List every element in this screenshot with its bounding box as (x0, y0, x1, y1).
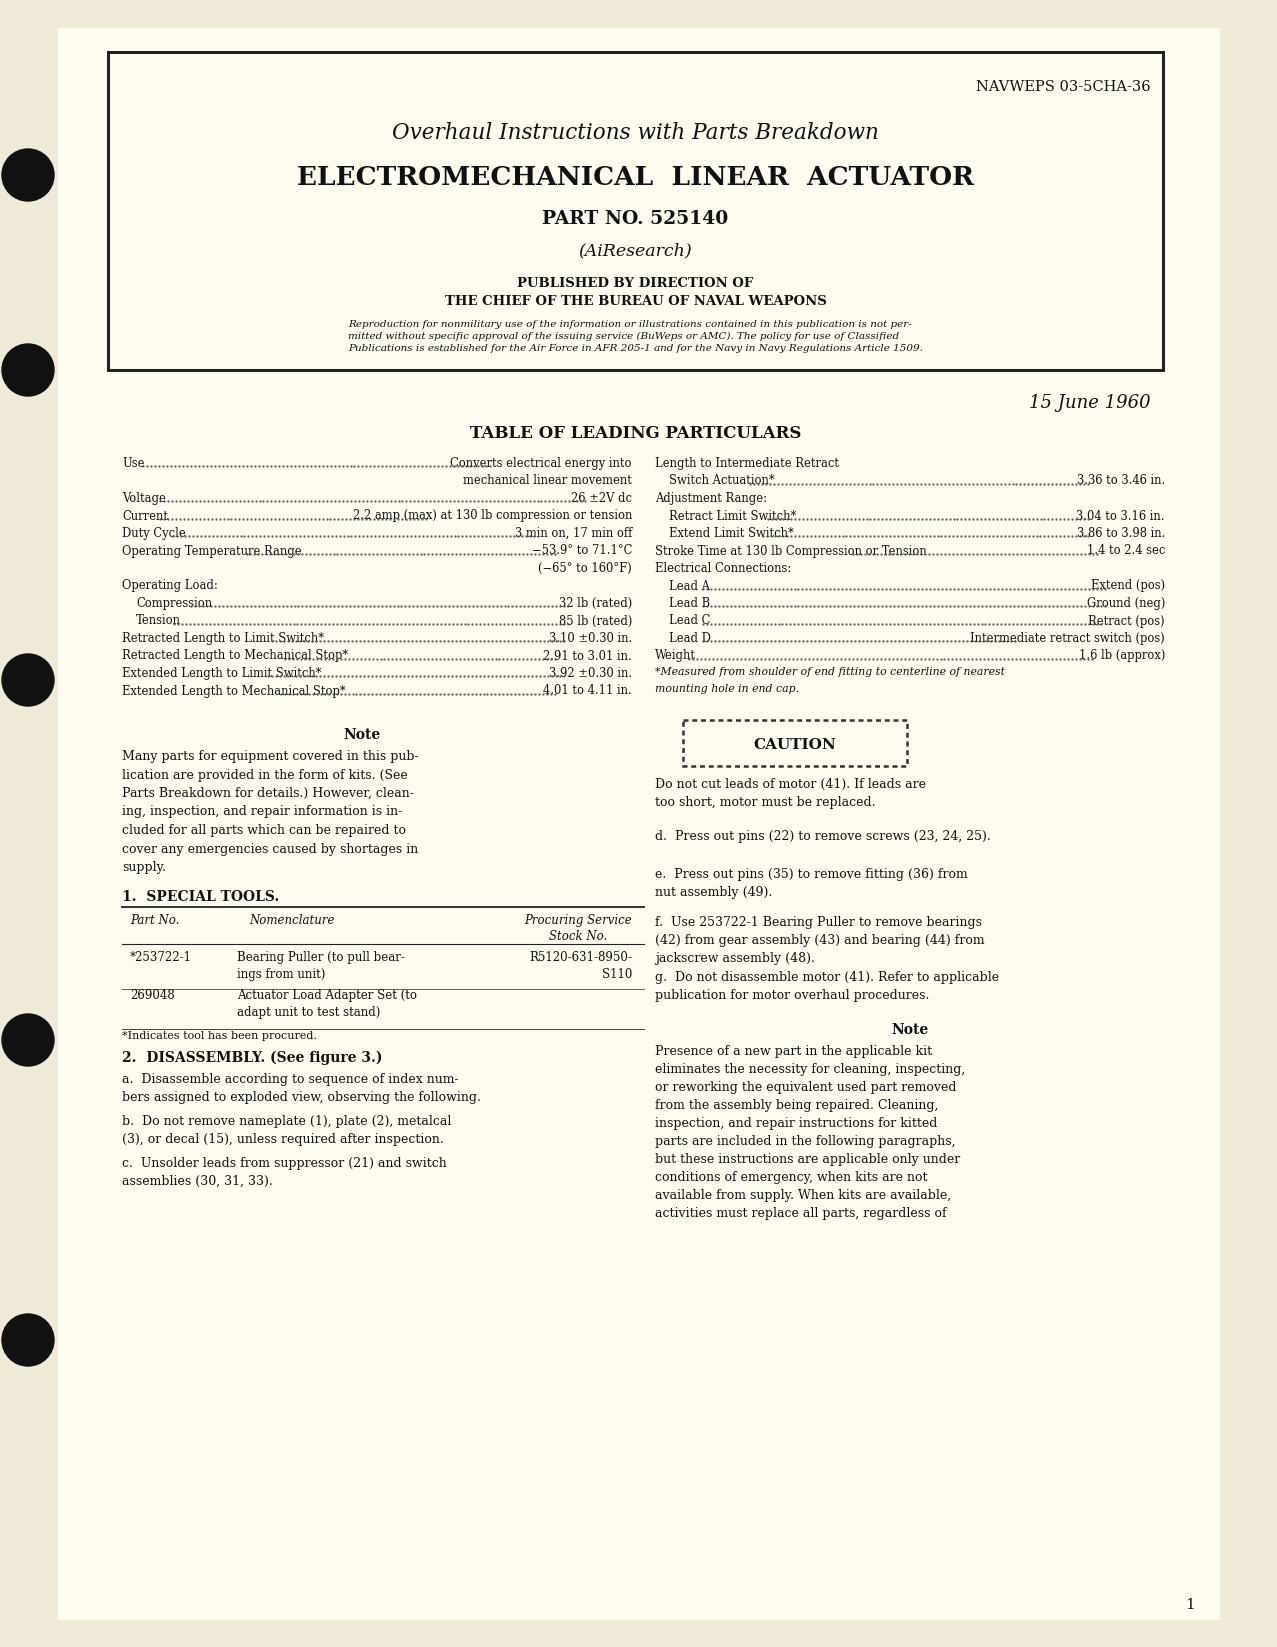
Text: 3.36 to 3.46 in.: 3.36 to 3.46 in. (1077, 474, 1165, 488)
Text: 3 min on, 17 min off: 3 min on, 17 min off (515, 527, 632, 540)
Text: Nomenclature: Nomenclature (249, 914, 335, 927)
Text: TABLE OF LEADING PARTICULARS: TABLE OF LEADING PARTICULARS (470, 425, 801, 441)
Text: Extend Limit Switch*: Extend Limit Switch* (669, 527, 794, 540)
Text: PUBLISHED BY DIRECTION OF: PUBLISHED BY DIRECTION OF (517, 277, 753, 290)
Text: CAUTION: CAUTION (753, 738, 836, 753)
Circle shape (3, 1314, 54, 1365)
Circle shape (3, 654, 54, 707)
Circle shape (3, 1015, 54, 1066)
Text: Operating Temperature Range: Operating Temperature Range (123, 545, 301, 557)
Circle shape (3, 344, 54, 395)
FancyBboxPatch shape (57, 28, 1220, 1621)
Text: mounting hole in end cap.: mounting hole in end cap. (655, 685, 799, 695)
Text: Actuator Load Adapter Set (to
adapt unit to test stand): Actuator Load Adapter Set (to adapt unit… (238, 988, 418, 1019)
Text: Voltage: Voltage (123, 492, 166, 506)
Text: Retracted Length to Mechanical Stop*: Retracted Length to Mechanical Stop* (123, 649, 349, 662)
Text: Lead D: Lead D (669, 632, 711, 646)
Text: Presence of a new part in the applicable kit
eliminates the necessity for cleani: Presence of a new part in the applicable… (655, 1044, 965, 1220)
Text: d.  Press out pins (22) to remove screws (23, 24, 25).: d. Press out pins (22) to remove screws … (655, 830, 991, 843)
Text: Lead B: Lead B (669, 596, 710, 609)
Text: 15 June 1960: 15 June 1960 (1029, 394, 1151, 412)
Text: *Indicates tool has been procured.: *Indicates tool has been procured. (123, 1031, 317, 1041)
Text: c.  Unsolder leads from suppressor (21) and switch
assemblies (30, 31, 33).: c. Unsolder leads from suppressor (21) a… (123, 1156, 447, 1187)
Text: Stroke Time at 130 lb Compression or Tension: Stroke Time at 130 lb Compression or Ten… (655, 545, 927, 557)
Text: *Measured from shoulder of end fitting to centerline of nearest: *Measured from shoulder of end fitting t… (655, 667, 1005, 677)
Text: Switch Actuation*: Switch Actuation* (669, 474, 775, 488)
Text: 1.6 lb (approx): 1.6 lb (approx) (1079, 649, 1165, 662)
Text: Extended Length to Limit Switch*: Extended Length to Limit Switch* (123, 667, 322, 680)
Text: Ground (neg): Ground (neg) (1087, 596, 1165, 609)
Text: Intermediate retract switch (pos): Intermediate retract switch (pos) (971, 632, 1165, 646)
Text: Length to Intermediate Retract: Length to Intermediate Retract (655, 456, 839, 469)
Text: b.  Do not remove nameplate (1), plate (2), metalcal
(3), or decal (15), unless : b. Do not remove nameplate (1), plate (2… (123, 1115, 451, 1146)
Text: Retract Limit Switch*: Retract Limit Switch* (669, 509, 797, 522)
Text: Extended Length to Mechanical Stop*: Extended Length to Mechanical Stop* (123, 685, 346, 697)
Text: 3.04 to 3.16 in.: 3.04 to 3.16 in. (1077, 509, 1165, 522)
Text: *253722-1: *253722-1 (130, 950, 192, 963)
Text: Reproduction for nonmilitary use of the information or illustrations contained i: Reproduction for nonmilitary use of the … (349, 320, 923, 354)
Text: THE CHIEF OF THE BUREAU OF NAVAL WEAPONS: THE CHIEF OF THE BUREAU OF NAVAL WEAPONS (444, 295, 826, 308)
Text: Adjustment Range:: Adjustment Range: (655, 492, 767, 506)
Text: 2.2 amp (max) at 130 lb compression or tension: 2.2 amp (max) at 130 lb compression or t… (352, 509, 632, 522)
Text: a.  Disassemble according to sequence of index num-
bers assigned to exploded vi: a. Disassemble according to sequence of … (123, 1072, 481, 1103)
Text: 3.10 ±0.30 in.: 3.10 ±0.30 in. (549, 632, 632, 646)
Text: 2.91 to 3.01 in.: 2.91 to 3.01 in. (543, 649, 632, 662)
Text: f.  Use 253722-1 Bearing Puller to remove bearings
(42) from gear assembly (43) : f. Use 253722-1 Bearing Puller to remove… (655, 916, 985, 965)
Text: Converts electrical energy into: Converts electrical energy into (451, 456, 632, 469)
Text: 1: 1 (1185, 1598, 1195, 1612)
Text: Lead A: Lead A (669, 580, 710, 593)
Text: 3.92 ±0.30 in.: 3.92 ±0.30 in. (549, 667, 632, 680)
Text: 32 lb (rated): 32 lb (rated) (559, 596, 632, 609)
Circle shape (3, 148, 54, 201)
Text: PART NO. 525140: PART NO. 525140 (543, 211, 729, 227)
Text: 1.  SPECIAL TOOLS.: 1. SPECIAL TOOLS. (123, 889, 280, 904)
Text: R5120-631-8950-
S110: R5120-631-8950- S110 (529, 950, 632, 982)
Text: Retract (pos): Retract (pos) (1088, 614, 1165, 628)
Text: Duty Cycle: Duty Cycle (123, 527, 185, 540)
Text: Overhaul Instructions with Parts Breakdown: Overhaul Instructions with Parts Breakdo… (392, 122, 879, 143)
Text: Procuring Service
Stock No.: Procuring Service Stock No. (525, 914, 632, 944)
Text: (−65° to 160°F): (−65° to 160°F) (538, 562, 632, 575)
Text: Note: Note (891, 1023, 928, 1038)
Text: Tension: Tension (135, 614, 181, 628)
Text: Retracted Length to Limit Switch*: Retracted Length to Limit Switch* (123, 632, 324, 646)
Text: Electrical Connections:: Electrical Connections: (655, 562, 792, 575)
Text: mechanical linear movement: mechanical linear movement (464, 474, 632, 488)
Text: Part No.: Part No. (130, 914, 179, 927)
Text: Many parts for equipment covered in this pub-
lication are provided in the form : Many parts for equipment covered in this… (123, 749, 419, 875)
Text: −53.9° to 71.1°C: −53.9° to 71.1°C (531, 545, 632, 557)
Text: Extend (pos): Extend (pos) (1091, 580, 1165, 593)
Text: NAVWEPS 03-5CHA-36: NAVWEPS 03-5CHA-36 (977, 81, 1151, 94)
Text: 85 lb (rated): 85 lb (rated) (558, 614, 632, 628)
FancyBboxPatch shape (109, 53, 1163, 371)
Text: 3.86 to 3.98 in.: 3.86 to 3.98 in. (1077, 527, 1165, 540)
Text: 1.4 to 2.4 sec: 1.4 to 2.4 sec (1087, 545, 1165, 557)
Text: 2.  DISASSEMBLY. (See figure 3.): 2. DISASSEMBLY. (See figure 3.) (123, 1051, 383, 1066)
Text: Current: Current (123, 509, 169, 522)
Text: 269048: 269048 (130, 988, 175, 1001)
Text: Compression: Compression (135, 596, 212, 609)
Text: Use: Use (123, 456, 144, 469)
Text: Lead C: Lead C (669, 614, 710, 628)
Text: e.  Press out pins (35) to remove fitting (36) from
nut assembly (49).: e. Press out pins (35) to remove fitting… (655, 868, 968, 899)
Text: 4.01 to 4.11 in.: 4.01 to 4.11 in. (543, 685, 632, 697)
FancyBboxPatch shape (683, 720, 907, 766)
Text: (AiResearch): (AiResearch) (578, 242, 692, 259)
Text: ELECTROMECHANICAL  LINEAR  ACTUATOR: ELECTROMECHANICAL LINEAR ACTUATOR (298, 165, 974, 189)
Text: Do not cut leads of motor (41). If leads are
too short, motor must be replaced.: Do not cut leads of motor (41). If leads… (655, 777, 926, 809)
Text: g.  Do not disassemble motor (41). Refer to applicable
publication for motor ove: g. Do not disassemble motor (41). Refer … (655, 972, 999, 1001)
Text: Weight: Weight (655, 649, 696, 662)
Text: Note: Note (344, 728, 381, 743)
Text: Bearing Puller (to pull bear-
ings from unit): Bearing Puller (to pull bear- ings from … (238, 950, 405, 982)
Text: Operating Load:: Operating Load: (123, 580, 218, 593)
Text: 26 ±2V dc: 26 ±2V dc (571, 492, 632, 506)
